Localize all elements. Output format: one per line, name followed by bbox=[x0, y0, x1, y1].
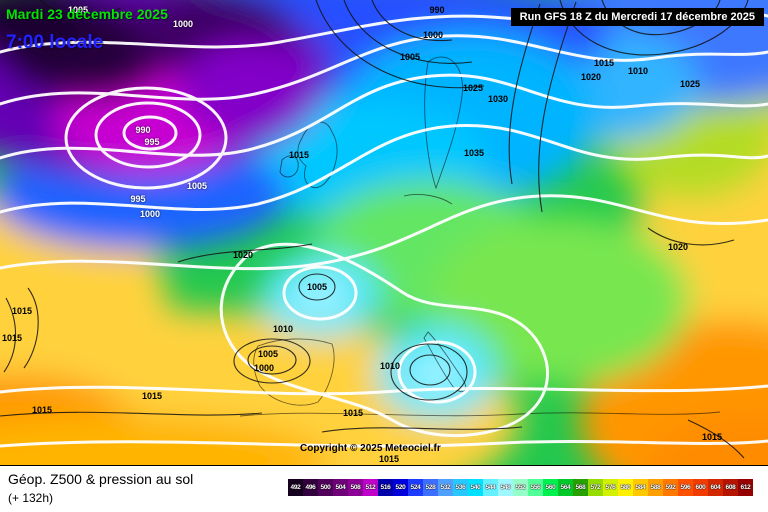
scale-cell: 560 bbox=[543, 479, 558, 496]
scale-cell: 552 bbox=[513, 479, 528, 496]
map-title: Géop. Z500 & pression au sol bbox=[8, 471, 194, 487]
scale-cell: 576 bbox=[603, 479, 618, 496]
scale-cell: 524 bbox=[408, 479, 423, 496]
scale-cell: 588 bbox=[648, 479, 663, 496]
scale-cell: 548 bbox=[498, 479, 513, 496]
scale-cell: 492 bbox=[288, 479, 303, 496]
scale-cell: 580 bbox=[618, 479, 633, 496]
color-scale: 492 496 500 504 508 512 516 520 524 528 532 536 540 5… bbox=[288, 479, 753, 496]
scale-cell: 516 bbox=[378, 479, 393, 496]
scale-cell: 504 bbox=[333, 479, 348, 496]
scale-cell: 592 bbox=[663, 479, 678, 496]
weather-map-art bbox=[0, 0, 768, 465]
scale-cell: 520 bbox=[393, 479, 408, 496]
isobars bbox=[0, 0, 749, 459]
scale-cell: 496 bbox=[303, 479, 318, 496]
scale-cell: 608 bbox=[723, 479, 738, 496]
time-label: 7:00 locale bbox=[6, 32, 104, 53]
scale-cell: 528 bbox=[423, 479, 438, 496]
scale-cell: 500 bbox=[318, 479, 333, 496]
run-info-box: Run GFS 18 Z du Mercredi 17 décembre 202… bbox=[510, 8, 764, 26]
scale-cell: 572 bbox=[588, 479, 603, 496]
scale-cell: 508 bbox=[348, 479, 363, 496]
scale-cell: 544 bbox=[483, 479, 498, 496]
scale-cell: 564 bbox=[558, 479, 573, 496]
coastlines bbox=[239, 56, 721, 417]
scale-cell: 568 bbox=[573, 479, 588, 496]
scale-cell: 612 bbox=[738, 479, 753, 496]
footer-bar: Géop. Z500 & pression au sol (+ 132h) 49… bbox=[0, 465, 768, 512]
weather-map: 1005 1000 990 995 995 1000 1005 990 1000 1005 1015… bbox=[0, 0, 768, 465]
scale-cell: 536 bbox=[453, 479, 468, 496]
scale-cell: 512 bbox=[363, 479, 378, 496]
scale-cell: 584 bbox=[633, 479, 648, 496]
copyright-text: Copyright © 2025 Meteociel.fr bbox=[300, 443, 441, 454]
scale-cell: 604 bbox=[708, 479, 723, 496]
scale-cell: 556 bbox=[528, 479, 543, 496]
scale-cell: 540 bbox=[468, 479, 483, 496]
date-label: Mardi 23 décembre 2025 bbox=[6, 6, 168, 22]
scale-cell: 532 bbox=[438, 479, 453, 496]
scale-cell: 600 bbox=[693, 479, 708, 496]
footer-titles: Géop. Z500 & pression au sol (+ 132h) bbox=[0, 466, 288, 505]
lead-time: (+ 132h) bbox=[8, 491, 54, 505]
scale-cell: 596 bbox=[678, 479, 693, 496]
